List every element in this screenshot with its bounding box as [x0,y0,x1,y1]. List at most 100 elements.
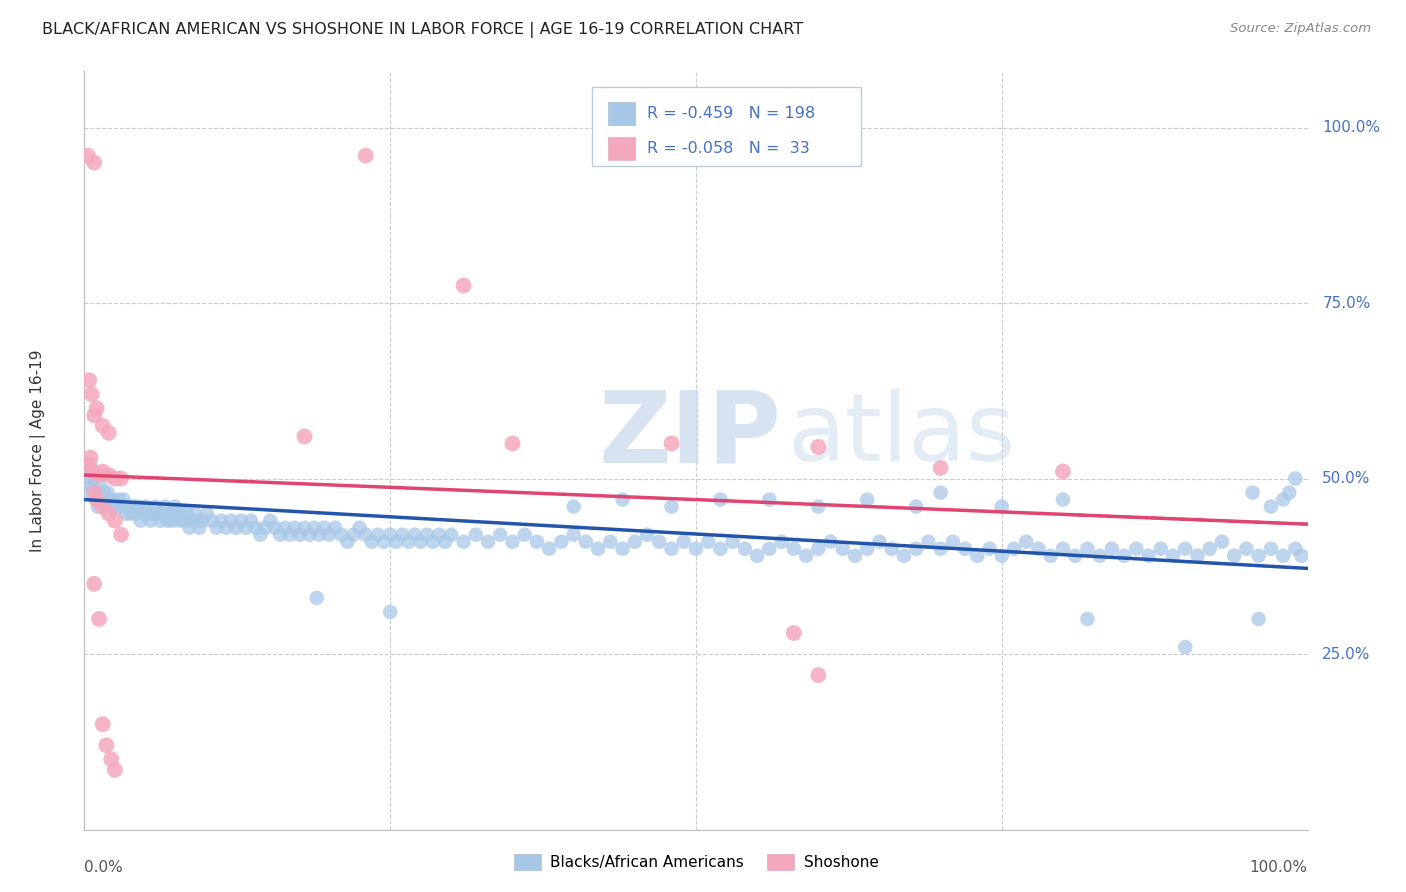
Point [318,527,340,541]
Point [1260,500,1282,514]
Point [526,534,548,549]
Point [685,541,707,556]
Point [807,541,830,556]
Point [538,541,561,556]
Point [172,507,194,521]
Point [122,500,145,514]
Point [758,492,780,507]
Text: In Labor Force | Age 16-19: In Labor Force | Age 16-19 [30,349,46,552]
Point [354,527,377,541]
Point [1101,541,1123,556]
Point [477,534,499,549]
Point [820,534,842,549]
Point [294,429,316,443]
Point [215,521,238,535]
Point [807,500,830,514]
Point [77,471,100,485]
Point [146,507,169,521]
Point [409,534,432,549]
Point [1114,549,1136,563]
Point [758,541,780,556]
Point [87,485,110,500]
Point [453,534,475,549]
Point [83,409,105,423]
Point [179,521,201,535]
Point [152,507,174,521]
Point [440,527,463,541]
Point [127,500,149,514]
Point [264,521,287,535]
Point [721,534,744,549]
Point [82,465,104,479]
Point [416,527,439,541]
Point [1076,541,1098,556]
Text: atlas: atlas [787,389,1017,482]
Point [239,514,262,528]
Point [104,763,127,777]
Point [82,465,104,479]
Point [284,521,307,535]
Point [323,521,346,535]
Bar [607,103,636,125]
Point [1052,465,1074,479]
Text: Source: ZipAtlas.com: Source: ZipAtlas.com [1230,22,1371,36]
Point [294,521,316,535]
Point [181,514,204,528]
Point [794,549,817,563]
Point [115,507,138,521]
Point [783,541,806,556]
Point [770,534,793,549]
Point [225,521,247,535]
Text: 75.0%: 75.0% [1322,295,1371,310]
Point [1174,640,1197,654]
Point [1198,541,1220,556]
Point [1150,541,1173,556]
Point [83,471,105,485]
Point [453,278,475,293]
Point [1247,612,1270,626]
Point [314,521,336,535]
Point [278,527,301,541]
Point [91,500,114,514]
Point [427,527,450,541]
Point [79,450,101,465]
Point [103,492,125,507]
Point [308,527,330,541]
Point [117,500,139,514]
Point [96,739,118,753]
Point [1052,492,1074,507]
Point [905,541,928,556]
Point [562,500,585,514]
Point [100,500,122,514]
Point [120,507,142,521]
Point [235,521,257,535]
Point [575,534,598,549]
Point [648,534,671,549]
Point [1064,549,1087,563]
Point [104,514,127,528]
Text: 50.0%: 50.0% [1322,471,1371,486]
Point [156,514,179,528]
Point [929,541,952,556]
Point [1211,534,1233,549]
Point [84,485,107,500]
Point [298,527,321,541]
Point [173,514,195,528]
Point [624,534,647,549]
Text: 100.0%: 100.0% [1250,860,1308,875]
Point [166,507,188,521]
Point [110,471,132,485]
Text: 0.0%: 0.0% [84,860,124,875]
Point [104,471,127,485]
Point [391,527,413,541]
Point [1272,549,1295,563]
Point [1247,549,1270,563]
Text: BLACK/AFRICAN AMERICAN VS SHOSHONE IN LABOR FORCE | AGE 16-19 CORRELATION CHART: BLACK/AFRICAN AMERICAN VS SHOSHONE IN LA… [42,22,803,38]
Point [385,534,408,549]
Point [97,425,120,440]
Text: R = -0.459   N = 198: R = -0.459 N = 198 [647,106,815,121]
Point [129,514,152,528]
Point [1039,549,1062,563]
Point [132,507,155,521]
Point [1137,549,1160,563]
